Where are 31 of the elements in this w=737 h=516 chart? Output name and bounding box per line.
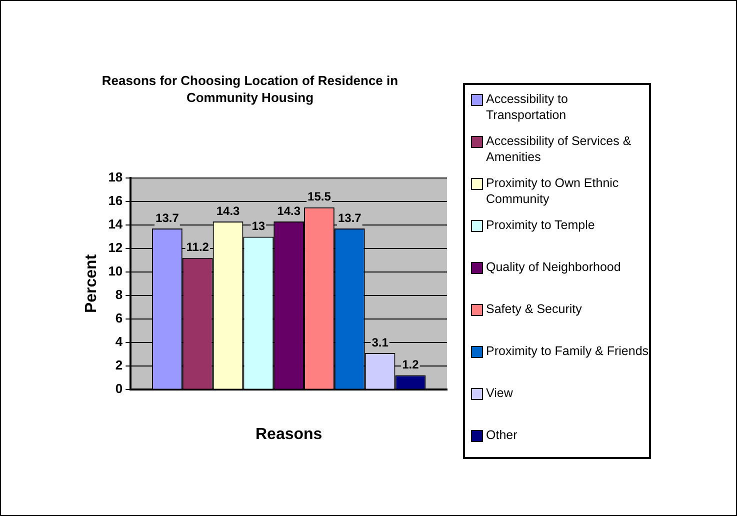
y-tick-label: 8 xyxy=(115,287,123,302)
legend-label: Proximity to Temple xyxy=(486,217,595,233)
y-tick-label: 10 xyxy=(108,264,123,279)
y-tick-label: 12 xyxy=(108,240,123,256)
legend-label: View xyxy=(486,385,513,401)
legend-label: Accessibility to Transportation xyxy=(486,91,569,123)
y-tick-label: 16 xyxy=(108,193,123,208)
y-tick-label: 4 xyxy=(115,334,124,349)
y-axis-title: Percent xyxy=(83,254,100,314)
data-label: 13.7 xyxy=(338,210,362,225)
y-tick-label: 2 xyxy=(115,357,123,372)
legend-label: Quality of Neighborhood xyxy=(486,259,621,275)
data-label: 14.3 xyxy=(277,204,301,218)
data-label: 3.1 xyxy=(372,335,389,350)
legend-label: Proximity to Own Ethnic Community xyxy=(486,175,620,207)
y-tick-label: 6 xyxy=(115,310,123,326)
data-label: 1.2 xyxy=(402,358,420,372)
data-label: 13 xyxy=(252,219,266,234)
legend-label: Proximity to Family & Friends xyxy=(486,343,649,359)
data-label: 13.7 xyxy=(156,210,180,225)
data-label: 14.3 xyxy=(216,204,240,218)
legend-label: Accessibility of Services & Amenities xyxy=(486,133,632,165)
legend-label: Safety & Security xyxy=(486,301,582,317)
chart-title: Reasons for Choosing Location of Residence in Community Housing xyxy=(100,72,400,106)
x-axis-title: Reasons xyxy=(255,426,322,443)
data-label: 11.2 xyxy=(186,240,210,254)
y-tick-label: 14 xyxy=(108,216,124,232)
legend-label: Other xyxy=(486,427,518,443)
y-tick-label: 18 xyxy=(108,170,123,185)
y-tick-label: 0 xyxy=(115,380,123,396)
data-label: 15.5 xyxy=(308,190,332,204)
